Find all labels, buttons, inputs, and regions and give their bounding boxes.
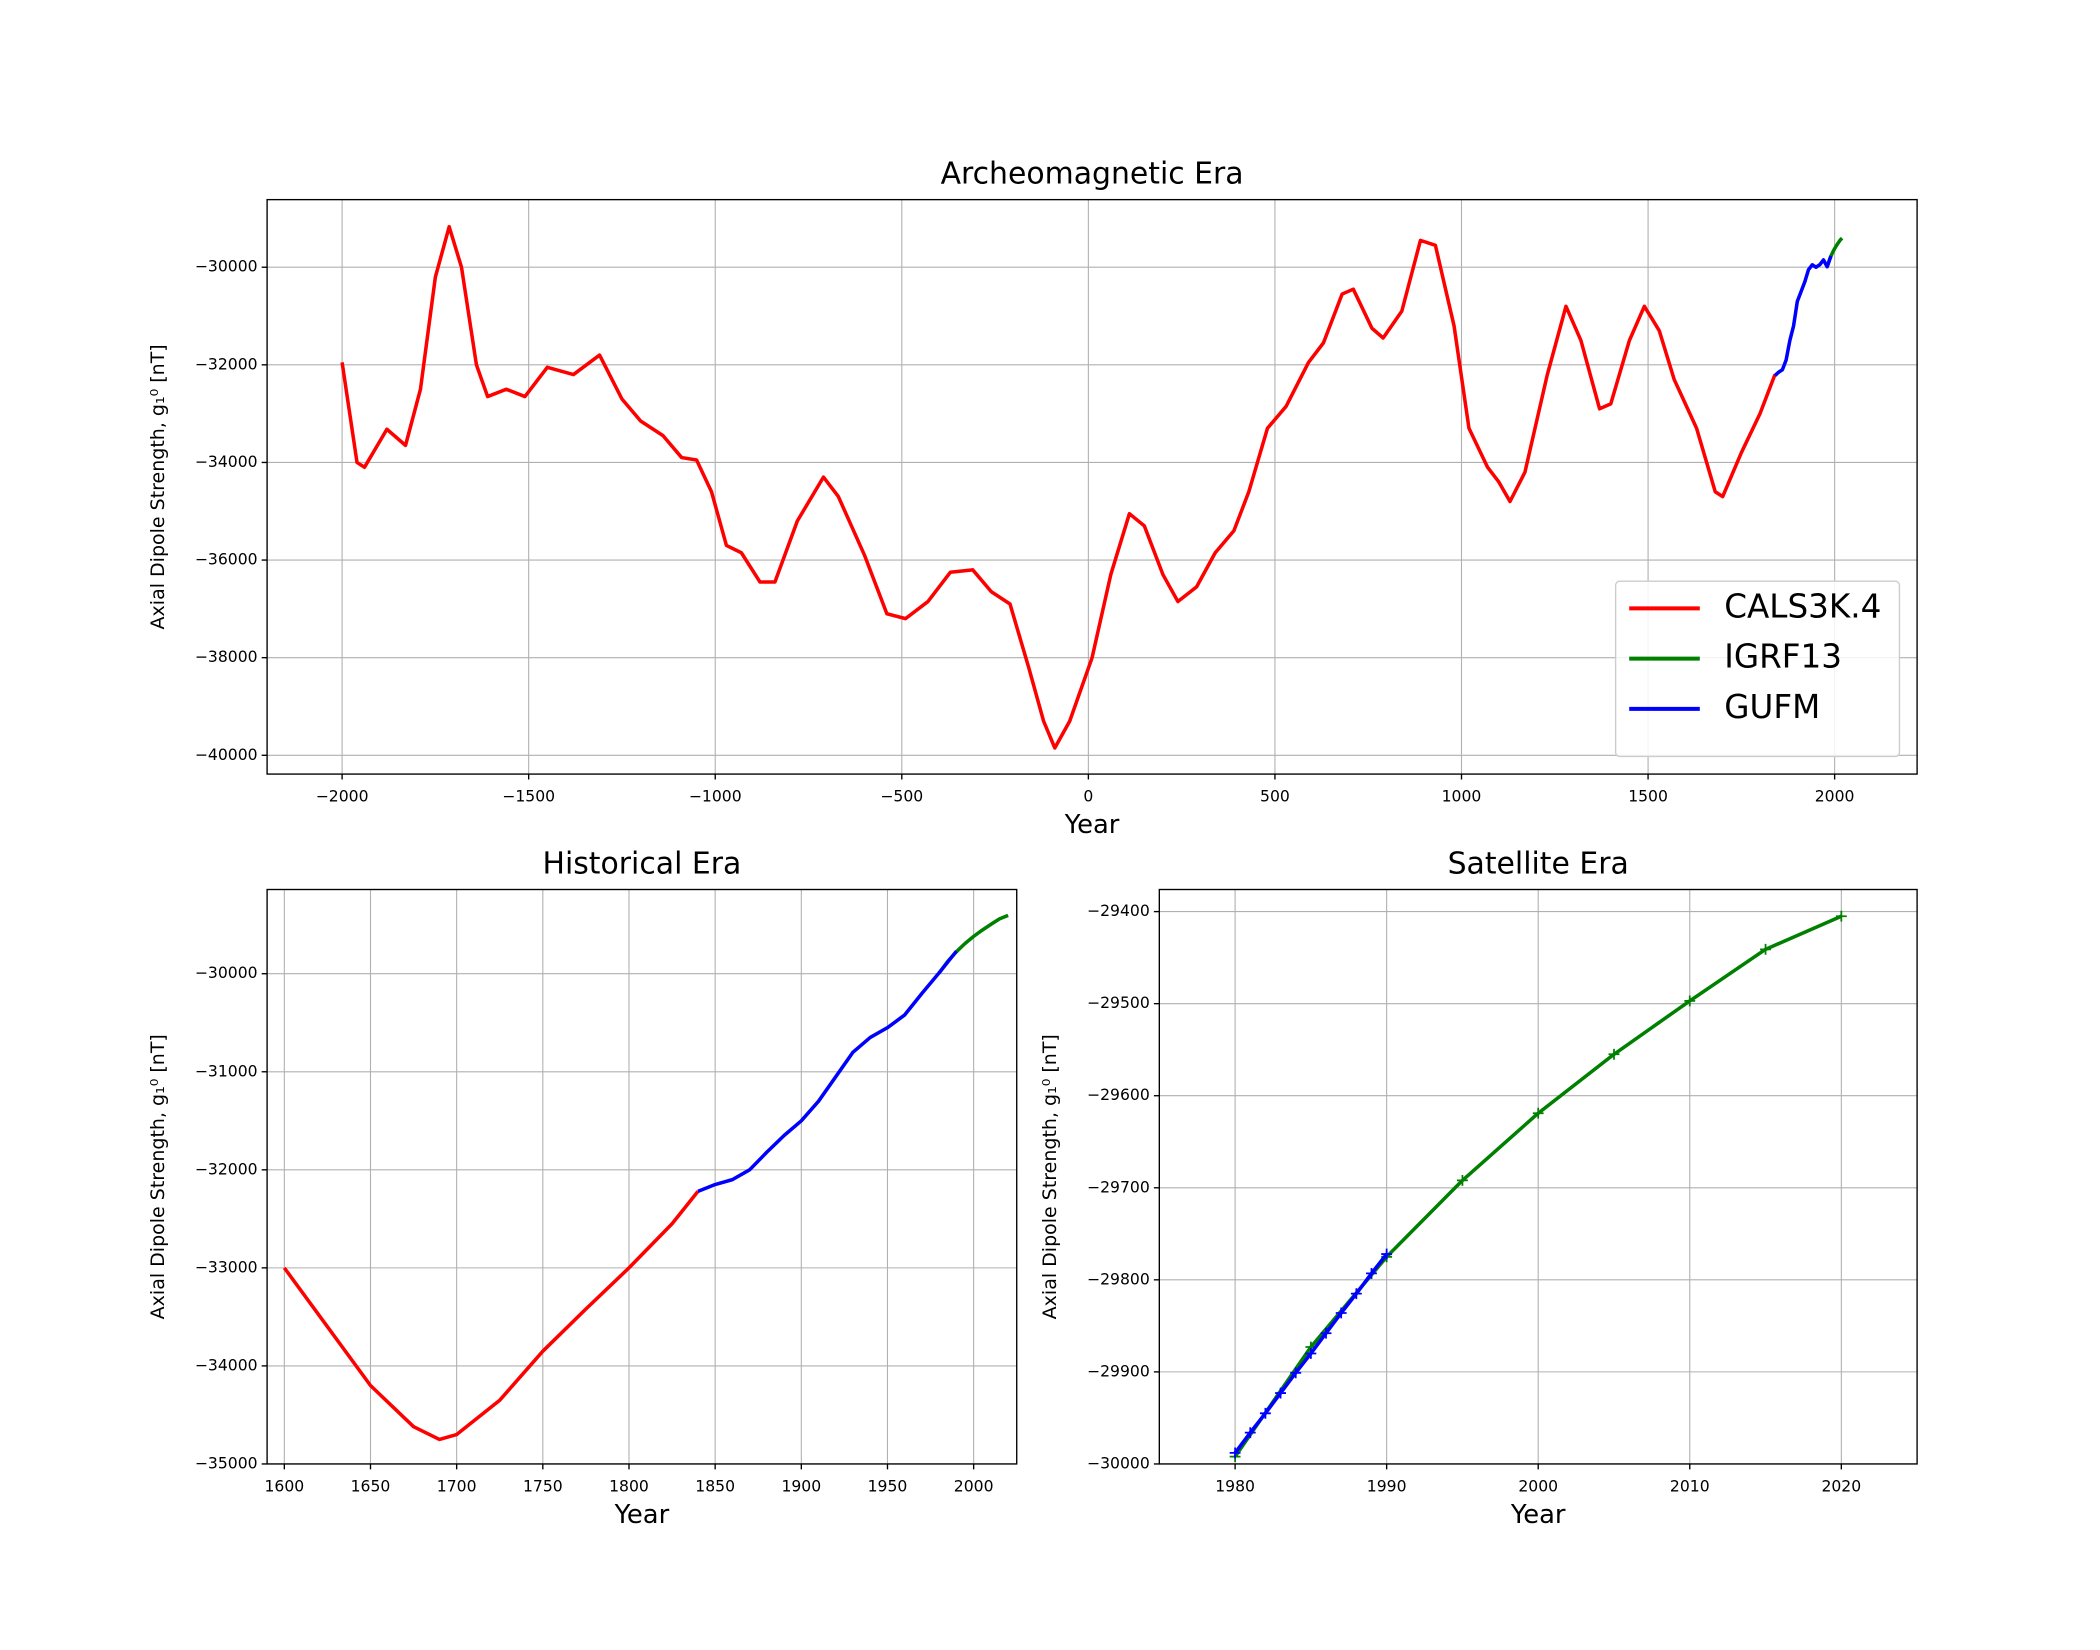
subplot: 1980 1990 2000 2010 2020 −30000 −29900 −29800 −2… bbox=[1039, 847, 1918, 1530]
legend: CALS3K.4 IGRF13 GUFM bbox=[1614, 580, 1901, 758]
marker bbox=[1684, 995, 1696, 1007]
x-tick-label: 500 bbox=[1260, 788, 1290, 806]
axes-frame bbox=[266, 198, 1918, 775]
x-tick-label: 2000 bbox=[1518, 1478, 1558, 1496]
x-tick-label: 1600 bbox=[264, 1478, 304, 1496]
y-tick-label: −30000 bbox=[195, 258, 258, 276]
chart-title: Archeomagnetic Era bbox=[941, 157, 1244, 192]
x-axis-label: Year bbox=[614, 1500, 670, 1530]
series-line bbox=[1773, 255, 1833, 377]
x-tick-label: −2000 bbox=[316, 788, 369, 806]
x-tick-label: 1500 bbox=[1628, 788, 1668, 806]
x-tick-label: 1850 bbox=[695, 1478, 735, 1496]
y-tick-label: −36000 bbox=[195, 551, 258, 569]
x-tick-label: 1700 bbox=[437, 1478, 477, 1496]
y-tick-label: −38000 bbox=[195, 648, 258, 666]
y-tick-label: −29600 bbox=[1087, 1086, 1150, 1104]
legend-label: IGRF13 bbox=[1724, 638, 1842, 676]
y-tick-label: −29900 bbox=[1087, 1362, 1150, 1380]
series-line bbox=[340, 224, 1777, 750]
y-tick-label: −29500 bbox=[1087, 994, 1150, 1012]
legend-box bbox=[1614, 580, 1901, 758]
marker bbox=[1229, 1447, 1241, 1459]
subplot: 1600 1650 1700 1750 1800 1850 1900 1950 2000 −350… bbox=[147, 847, 1018, 1530]
y-axis-label: Axial Dipole Strength, g₁⁰ [nT] bbox=[1039, 1034, 1061, 1319]
marker bbox=[1835, 910, 1847, 922]
x-tick-label: 1900 bbox=[781, 1478, 821, 1496]
marker bbox=[1350, 1288, 1362, 1300]
y-tick-label: −32000 bbox=[195, 355, 258, 373]
x-tick-label: −1500 bbox=[502, 788, 555, 806]
x-tick-label: 2010 bbox=[1670, 1478, 1710, 1496]
marker bbox=[1290, 1367, 1302, 1379]
series-line bbox=[697, 950, 958, 1194]
subplot: −2000 −1500 −1000 −500 0 500 1000 1500 2000 −4000… bbox=[147, 157, 1918, 840]
x-tick-label: 2000 bbox=[954, 1478, 994, 1496]
marker bbox=[1366, 1267, 1377, 1279]
marker bbox=[1760, 943, 1771, 955]
marker bbox=[1259, 1407, 1271, 1419]
y-tick-label: −29700 bbox=[1087, 1178, 1150, 1196]
y-tick-label: −30000 bbox=[195, 964, 258, 982]
y-tick-label: −34000 bbox=[195, 1356, 258, 1374]
x-tick-label: −500 bbox=[880, 788, 923, 806]
marker bbox=[1335, 1307, 1347, 1319]
x-tick-label: 2020 bbox=[1821, 1478, 1861, 1496]
y-tick-label: −30000 bbox=[1087, 1454, 1150, 1472]
marker bbox=[1457, 1174, 1468, 1186]
marker bbox=[1320, 1327, 1332, 1339]
x-axis-label: Year bbox=[1064, 810, 1120, 840]
axes-frame bbox=[266, 888, 1018, 1465]
x-tick-label: 1650 bbox=[351, 1478, 391, 1496]
y-tick-label: −29400 bbox=[1087, 902, 1150, 920]
marker bbox=[1244, 1427, 1256, 1439]
axes-frame bbox=[1158, 888, 1918, 1465]
x-tick-label: 1800 bbox=[609, 1478, 649, 1496]
x-axis-label: Year bbox=[1510, 1500, 1566, 1530]
y-tick-label: −35000 bbox=[195, 1454, 258, 1472]
x-tick-label: 1950 bbox=[868, 1478, 908, 1496]
x-tick-label: 1000 bbox=[1442, 788, 1482, 806]
series-line bbox=[282, 1190, 700, 1442]
marker bbox=[1381, 1248, 1393, 1260]
x-tick-label: 1750 bbox=[523, 1478, 563, 1496]
x-tick-label: −1000 bbox=[689, 788, 742, 806]
marker bbox=[1305, 1348, 1317, 1359]
y-tick-label: −40000 bbox=[195, 746, 258, 764]
y-tick-label: −29800 bbox=[1087, 1270, 1150, 1288]
x-tick-label: 1980 bbox=[1215, 1478, 1255, 1496]
legend-label: GUFM bbox=[1724, 688, 1820, 726]
x-tick-label: 2000 bbox=[1815, 788, 1855, 806]
marker bbox=[1275, 1387, 1286, 1399]
y-axis-label: Axial Dipole Strength, g₁⁰ [nT] bbox=[147, 1034, 169, 1319]
x-tick-label: 1990 bbox=[1367, 1478, 1407, 1496]
legend-label: CALS3K.4 bbox=[1724, 587, 1881, 625]
x-tick-label: 0 bbox=[1083, 788, 1093, 806]
y-axis-label: Axial Dipole Strength, g₁⁰ [nT] bbox=[147, 344, 169, 629]
y-tick-label: −34000 bbox=[195, 453, 258, 471]
y-tick-label: −32000 bbox=[195, 1160, 258, 1178]
marker bbox=[1608, 1048, 1620, 1060]
chart-title: Satellite Era bbox=[1448, 847, 1629, 882]
chart-title: Historical Era bbox=[543, 847, 742, 882]
y-tick-label: −31000 bbox=[195, 1062, 258, 1080]
marker bbox=[1532, 1107, 1544, 1119]
y-tick-label: −33000 bbox=[195, 1258, 258, 1276]
